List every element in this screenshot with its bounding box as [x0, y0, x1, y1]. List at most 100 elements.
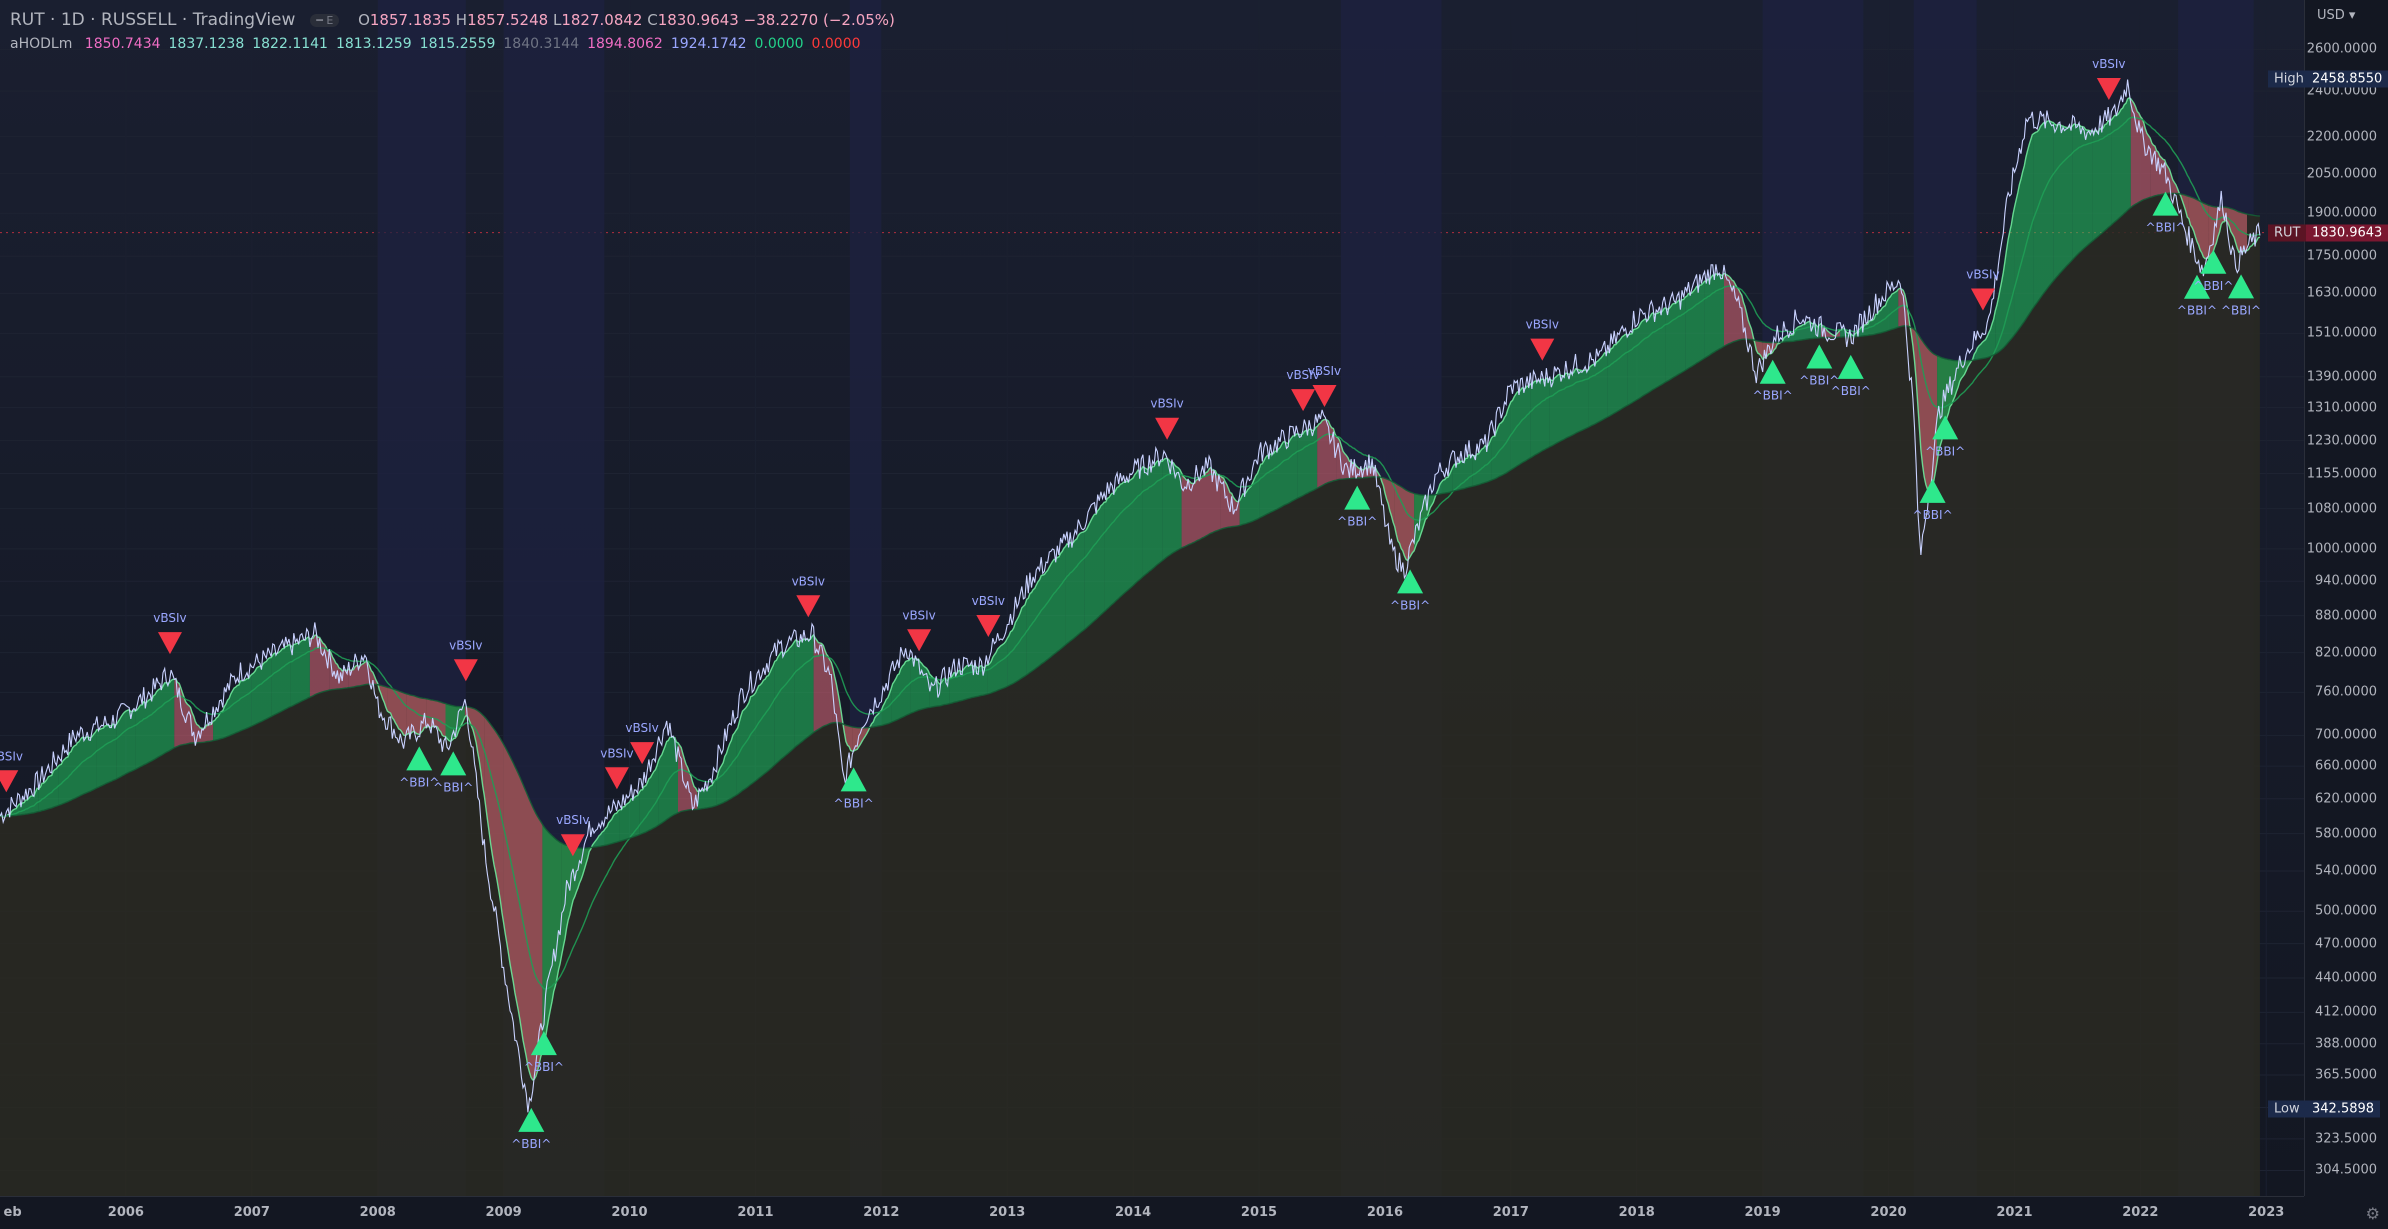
ribbon-bull-segment	[1414, 493, 1434, 551]
ribbon-bull-segment	[1879, 289, 1899, 334]
low-key: L	[552, 11, 562, 29]
sell-signal-marker	[604, 767, 629, 790]
ribbon-bull-segment	[135, 694, 155, 770]
buy-signal-label: ^BBI^	[524, 1060, 564, 1074]
sell-signal-marker	[1530, 338, 1555, 361]
ribbon-bull-segment	[2072, 124, 2093, 260]
ribbon-bull-segment	[58, 742, 78, 806]
ribbon-bull-segment	[1433, 467, 1453, 503]
ribbon-bull-segment	[96, 724, 117, 788]
buy-signal-label: ^BBI^	[1753, 389, 1793, 403]
price-axis[interactable]: USD ▾ 2600.0000 2400.0000 2200.0000 2050.00…	[2304, 0, 2388, 1196]
price-tick-label: 820.0000	[2314, 645, 2377, 661]
ribbon-bull-segment	[1530, 378, 1550, 458]
buy-signal-marker	[1759, 359, 1786, 384]
ribbon-bull-segment	[1510, 384, 1531, 470]
ribbon-bull-segment	[619, 792, 640, 842]
ribbon-bull-segment	[1162, 458, 1182, 561]
time-axis[interactable]: eb 2006 2007 2008 2009 2010 2011 2012 2013 2014 20…	[0, 1196, 2304, 1229]
buy-signal-marker	[518, 1107, 545, 1132]
indicator-legend[interactable]: aHODLm 1850.7434 1837.1238 1822.1141 1813.1…	[10, 36, 869, 52]
ribbon-bear-segment	[678, 742, 698, 813]
price-tick-label: 323.5000	[2314, 1131, 2377, 1147]
ribbon-bull-segment	[542, 824, 562, 1052]
time-tick-label: 2015	[1240, 1205, 1278, 1220]
ribbon-line	[0, 192, 2260, 849]
time-tick-label: 2006	[107, 1205, 144, 1220]
sell-signal-label: vBSIv	[972, 594, 1005, 608]
ribbon-bull-segment	[1859, 311, 1879, 337]
settings-gear-icon[interactable]: ⚙	[2365, 1204, 2380, 1223]
ribbon-bear-segment	[1220, 475, 1240, 530]
buy-signal-marker	[2152, 191, 2179, 216]
ribbon-bull-segment	[445, 703, 465, 742]
time-tick-label: 2021	[1996, 1205, 2033, 1220]
sell-signal-marker	[1155, 417, 1180, 440]
price-tick-label: 700.0000	[2314, 727, 2377, 743]
price-tick-label: 1155.0000	[2306, 466, 2377, 482]
open-key: O	[358, 11, 370, 29]
buy-signal-label: ^BBI^	[2221, 303, 2261, 317]
price-tick-label: 2050.0000	[2306, 166, 2377, 182]
price-tick-label: 2600.0000	[2306, 41, 2377, 57]
ribbon-bull-segment	[1704, 273, 1724, 359]
sell-signal-label: vBSIv	[556, 813, 589, 827]
ribbon-bear-segment	[523, 784, 543, 1080]
ribbon-bear-segment	[387, 687, 407, 736]
buy-signal-label: ^BBI^	[1925, 444, 1965, 458]
buy-signal-label: ^BBI^	[433, 780, 473, 794]
sell-signal-label: vBSIv	[449, 638, 482, 652]
indicator-value-9: 0.0000	[811, 36, 861, 52]
buy-signal-marker	[530, 1031, 557, 1056]
buy-signal-label: ^BBI^	[834, 796, 874, 810]
indicator-value-0: 1850.7434	[84, 36, 161, 52]
buy-signal-label: ^BBI^	[1799, 374, 1839, 388]
price-tick-label: 440.0000	[2314, 970, 2377, 986]
price-tick-label: 412.0000	[2314, 1004, 2377, 1020]
buy-signal-marker	[2183, 274, 2210, 299]
sell-signal-label: vBSIv	[792, 574, 825, 588]
price-tick-label: 2400.0000	[2306, 83, 2377, 99]
signal-markers: vBSIvvBSIvvBSIvvBSIvvBSIvvBSIvvBSIvvBSIv…	[0, 57, 2261, 1151]
ribbon-bull-segment	[1995, 206, 2015, 354]
last-tag-label: RUT	[2268, 224, 2307, 242]
ribbon-bull-segment	[19, 788, 39, 815]
currency-selector[interactable]: USD ▾	[2317, 8, 2356, 23]
ribbon-bear-segment	[1394, 482, 1415, 561]
symbol-legend[interactable]: RUT · 1D · RUSSELL · TradingView ━ E O18…	[10, 10, 895, 30]
price-tick-label: 1080.0000	[2306, 501, 2377, 517]
ribbon-bull-segment	[774, 641, 795, 765]
ribbon-bull-segment	[639, 760, 659, 835]
high-tag-label: High	[2268, 70, 2310, 87]
ribbon-bear-segment	[1181, 473, 1201, 548]
sell-signal-marker	[2096, 78, 2121, 101]
sell-signal-marker	[630, 742, 655, 765]
price-tick-label: 388.0000	[2314, 1036, 2377, 1052]
ribbon-bull-segment	[38, 766, 59, 812]
ribbon-bear-segment	[1375, 467, 1395, 527]
ribbon-bull-segment	[1007, 599, 1027, 687]
indicator-value-3: 1813.1259	[335, 36, 412, 52]
sell-signal-label: vBSIv	[1526, 318, 1559, 332]
price-tick-label: 365.5000	[2314, 1067, 2377, 1083]
price-area	[0, 193, 2260, 1196]
buy-signal-label: ^BBI^	[511, 1137, 551, 1151]
ribbon-bear-segment	[1201, 467, 1221, 539]
ribbon-bull-segment	[1491, 401, 1511, 481]
indicator-name[interactable]: aHODLm	[10, 36, 73, 52]
indicator-value-1: 1837.1238	[168, 36, 245, 52]
time-tick-label: 2017	[1492, 1205, 1529, 1220]
sell-signal-label: vBSIv	[1286, 368, 1319, 382]
ribbon-bull-segment	[755, 661, 775, 781]
ribbon-bear-segment	[1898, 288, 1918, 403]
price-chart-canvas[interactable]: vBSIvvBSIvvBSIvvBSIvvBSIvvBSIvvBSIvvBSIv…	[0, 0, 2304, 1196]
sell-signal-label: vBSIv	[1308, 364, 1341, 378]
visibility-toggle-icon[interactable]: ━ E	[310, 14, 340, 27]
ribbon-bull-segment	[1549, 373, 1569, 447]
ribbon-bull-segment	[213, 690, 233, 741]
sell-signal-label: vBSIv	[0, 749, 23, 763]
ribbon-bear-segment	[2227, 207, 2247, 253]
symbol-title[interactable]: RUT · 1D · RUSSELL · TradingView	[10, 10, 296, 30]
price-tick-label: 500.0000	[2314, 903, 2377, 919]
